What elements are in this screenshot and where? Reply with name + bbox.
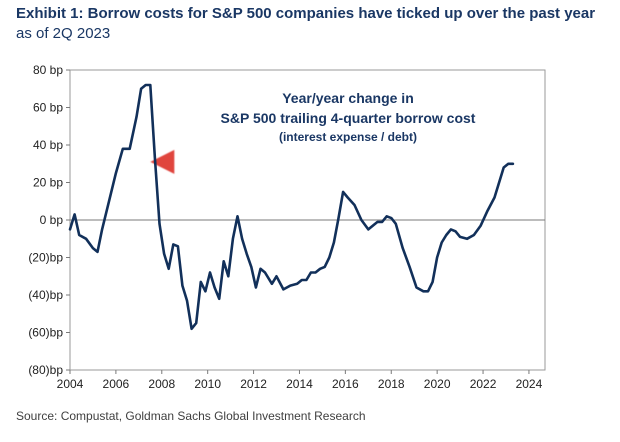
annotation-arrow-head <box>150 149 175 174</box>
source-note: Source: Compustat, Goldman Sachs Global … <box>16 409 366 423</box>
annotation-text-line: (interest expense / debt) <box>279 130 417 144</box>
y-tick-label: 0 bp <box>40 213 64 227</box>
series-line <box>68 83 515 331</box>
x-tick-label: 2016 <box>332 377 359 391</box>
x-tick-label: 2008 <box>148 377 175 391</box>
x-tick-label: 2006 <box>103 377 130 391</box>
y-tick-label: 60 bp <box>33 101 63 115</box>
annotation-text-line: S&P 500 trailing 4-quarter borrow cost <box>221 110 476 126</box>
y-tick-label: 40 bp <box>33 138 63 152</box>
y-tick-label: 20 bp <box>33 176 63 190</box>
y-tick-label: (20)bp <box>28 251 63 265</box>
x-tick-label: 2014 <box>286 377 313 391</box>
annotation-text-line: Year/year change in <box>282 90 414 106</box>
y-tick-label: (80)bp <box>28 363 63 377</box>
chart-title-block: Exhibit 1: Borrow costs for S&P 500 comp… <box>16 4 616 44</box>
y-tick-label: (40)bp <box>28 288 63 302</box>
x-tick-label: 2022 <box>470 377 497 391</box>
y-tick-label: (60)bp <box>28 326 63 340</box>
x-tick-label: 2004 <box>57 377 84 391</box>
x-tick-label: 2020 <box>424 377 451 391</box>
x-tick-label: 2010 <box>194 377 221 391</box>
x-tick-label: 2012 <box>240 377 267 391</box>
y-tick-label: 80 bp <box>33 63 63 77</box>
chart-subtitle: as of 2Q 2023 <box>16 25 111 42</box>
x-tick-label: 2018 <box>378 377 405 391</box>
x-tick-label: 2024 <box>516 377 543 391</box>
chart-title: Exhibit 1: Borrow costs for S&P 500 comp… <box>16 5 596 22</box>
